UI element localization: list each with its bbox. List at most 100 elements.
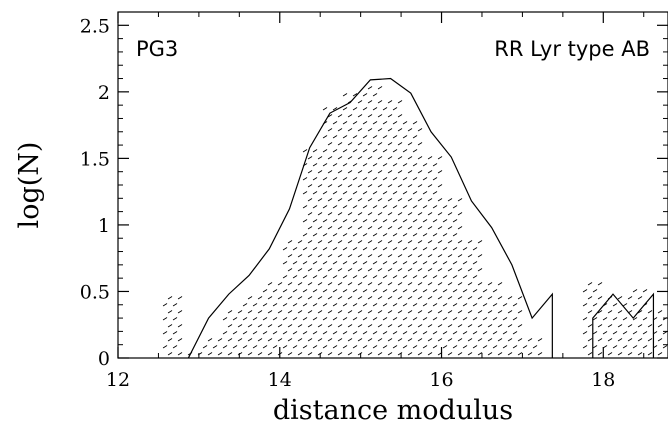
hatch-mark <box>412 233 418 237</box>
hatch-mark <box>322 289 328 293</box>
hatch-mark <box>332 163 338 167</box>
hatch-mark <box>272 289 278 293</box>
hatch-mark <box>352 317 358 321</box>
hatch-mark <box>327 114 333 118</box>
hatch-mark <box>597 352 603 356</box>
hatch-mark <box>292 303 298 307</box>
hatch-mark <box>432 289 438 293</box>
hatch-mark <box>357 352 363 356</box>
hatch-mark <box>342 121 348 125</box>
hatch-mark <box>247 352 253 356</box>
hatch-mark <box>392 275 398 279</box>
hatch-mark <box>442 303 448 307</box>
hatch-mark <box>167 324 173 328</box>
hatch-mark <box>472 289 478 293</box>
hatch-mark <box>427 184 433 188</box>
hatch-mark <box>427 296 433 300</box>
hatch-mark <box>392 289 398 293</box>
hatch-mark <box>397 268 403 272</box>
hatch-mark <box>497 310 503 314</box>
hatch-mark <box>322 177 328 181</box>
hatch-mark <box>582 289 588 293</box>
hatch-mark <box>327 170 333 174</box>
hatch-mark <box>602 317 608 321</box>
hatch-mark <box>337 240 343 244</box>
hatch-mark <box>202 345 208 349</box>
hatch-mark <box>357 310 363 314</box>
hatch-mark <box>452 275 458 279</box>
hatch-mark <box>362 345 368 349</box>
hatch-mark <box>332 317 338 321</box>
hatch-mark <box>407 156 413 160</box>
hatch-mark <box>442 331 448 335</box>
hatch-mark <box>392 177 398 181</box>
hatch-mark <box>477 296 483 300</box>
hatch-mark <box>632 317 638 321</box>
hatch-mark <box>322 261 328 265</box>
hatch-mark <box>362 289 368 293</box>
hatch-mark <box>642 345 648 349</box>
hatch-mark <box>277 296 283 300</box>
hatch-mark <box>587 296 593 300</box>
hatch-mark <box>167 310 173 314</box>
hatch-mark <box>587 310 593 314</box>
hatch-mark <box>267 296 273 300</box>
hatch-mark <box>292 317 298 321</box>
hatch-mark <box>357 338 363 342</box>
hatch-mark <box>367 282 373 286</box>
hatch-mark <box>312 149 318 153</box>
hatch-mark <box>432 177 438 181</box>
hatch-mark <box>232 331 238 335</box>
hatch-mark <box>347 156 353 160</box>
hatch-mark <box>352 121 358 125</box>
hatch-mark <box>387 282 393 286</box>
hatch-mark <box>297 338 303 342</box>
hatch-mark <box>432 331 438 335</box>
hatch-mark <box>442 275 448 279</box>
hatch-mark <box>412 205 418 209</box>
hatch-mark <box>377 142 383 146</box>
hatch-mark <box>417 156 423 160</box>
hatch-mark <box>502 317 508 321</box>
hatch-mark <box>437 170 443 174</box>
hatch-mark <box>312 191 318 195</box>
hatch-mark <box>457 198 463 202</box>
hatch-mark <box>622 345 628 349</box>
hatch-mark <box>367 310 373 314</box>
hatch-mark <box>582 331 588 335</box>
hatch-mark <box>347 282 353 286</box>
y-axis-title: log(N) <box>14 142 45 229</box>
hatch-mark <box>397 352 403 356</box>
hatch-mark <box>417 338 423 342</box>
hatch-mark <box>357 100 363 104</box>
hatch-mark <box>362 135 368 139</box>
hatch-mark <box>372 261 378 265</box>
hatch-mark <box>397 310 403 314</box>
hatch-mark <box>307 282 313 286</box>
hatch-mark <box>352 331 358 335</box>
hatch-mark <box>607 352 613 356</box>
hatch-mark <box>267 282 273 286</box>
hatch-mark <box>442 289 448 293</box>
hatch-mark <box>637 352 643 356</box>
hatch-mark <box>322 331 328 335</box>
hatch-mark <box>397 324 403 328</box>
hatch-mark <box>347 310 353 314</box>
hatch-mark <box>442 261 448 265</box>
hatch-mark <box>312 303 318 307</box>
hatch-mark <box>317 310 323 314</box>
hatch-mark <box>307 338 313 342</box>
hatch-mark <box>582 303 588 307</box>
hatch-mark <box>432 303 438 307</box>
hatch-mark <box>472 275 478 279</box>
hatch-mark <box>362 121 368 125</box>
hatch-mark <box>387 226 393 230</box>
hatch-mark <box>602 331 608 335</box>
hatch-mark <box>372 121 378 125</box>
hatch-mark <box>272 317 278 321</box>
hatch-mark <box>372 107 378 111</box>
hatch-mark <box>377 268 383 272</box>
hatch-mark <box>507 352 513 356</box>
hatch-mark <box>427 254 433 258</box>
hatch-mark <box>302 247 308 251</box>
